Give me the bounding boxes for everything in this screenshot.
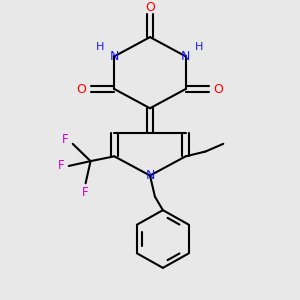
Text: N: N — [145, 169, 155, 182]
Text: O: O — [213, 82, 223, 95]
Text: H: H — [195, 42, 204, 52]
Text: F: F — [82, 186, 89, 200]
Text: O: O — [77, 82, 87, 95]
Text: F: F — [61, 134, 68, 146]
Text: H: H — [96, 42, 105, 52]
Text: N: N — [110, 50, 119, 63]
Text: O: O — [145, 1, 155, 14]
Text: N: N — [181, 50, 190, 63]
Text: F: F — [58, 159, 64, 172]
